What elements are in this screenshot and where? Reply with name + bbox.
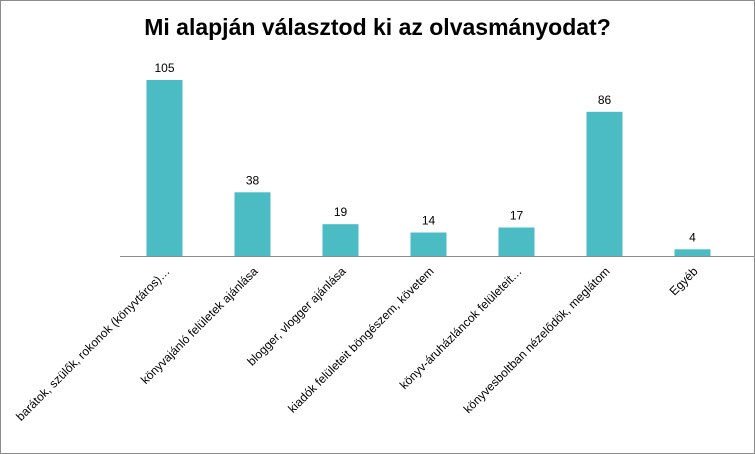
category-label-3: blogger, vlogger ajánlása [244,264,348,368]
category-label-7: Egyéb [667,264,701,298]
bar-6 [586,111,623,256]
value-label-2: 38 [246,173,260,187]
value-label-7: 4 [689,230,696,244]
category-label-6: könyvesboltban nézelődök, meglátom [461,264,613,416]
bar-5 [498,227,535,256]
value-labels-group: 105 38 19 14 17 86 4 [154,61,696,244]
bar-1 [146,80,183,256]
bars-group [146,80,711,256]
value-label-5: 17 [510,209,524,223]
bar-4 [410,232,447,256]
bar-2 [234,192,271,256]
category-label-1: barátok, szülők, rokonok (könyvtáros)… [13,264,172,423]
value-label-1: 105 [154,61,174,75]
value-label-4: 14 [422,214,436,228]
bar-7 [674,249,711,256]
value-label-6: 86 [598,93,612,107]
value-label-3: 19 [334,205,348,219]
bar-3 [322,224,359,256]
category-labels-group: barátok, szülők, rokonok (könyvtáros)… kö… [13,264,701,424]
chart-title: Mi alapján választod ki az olvasmányodat… [144,14,611,40]
category-label-4: kiadók felületeit böngészem, követem [285,264,436,415]
